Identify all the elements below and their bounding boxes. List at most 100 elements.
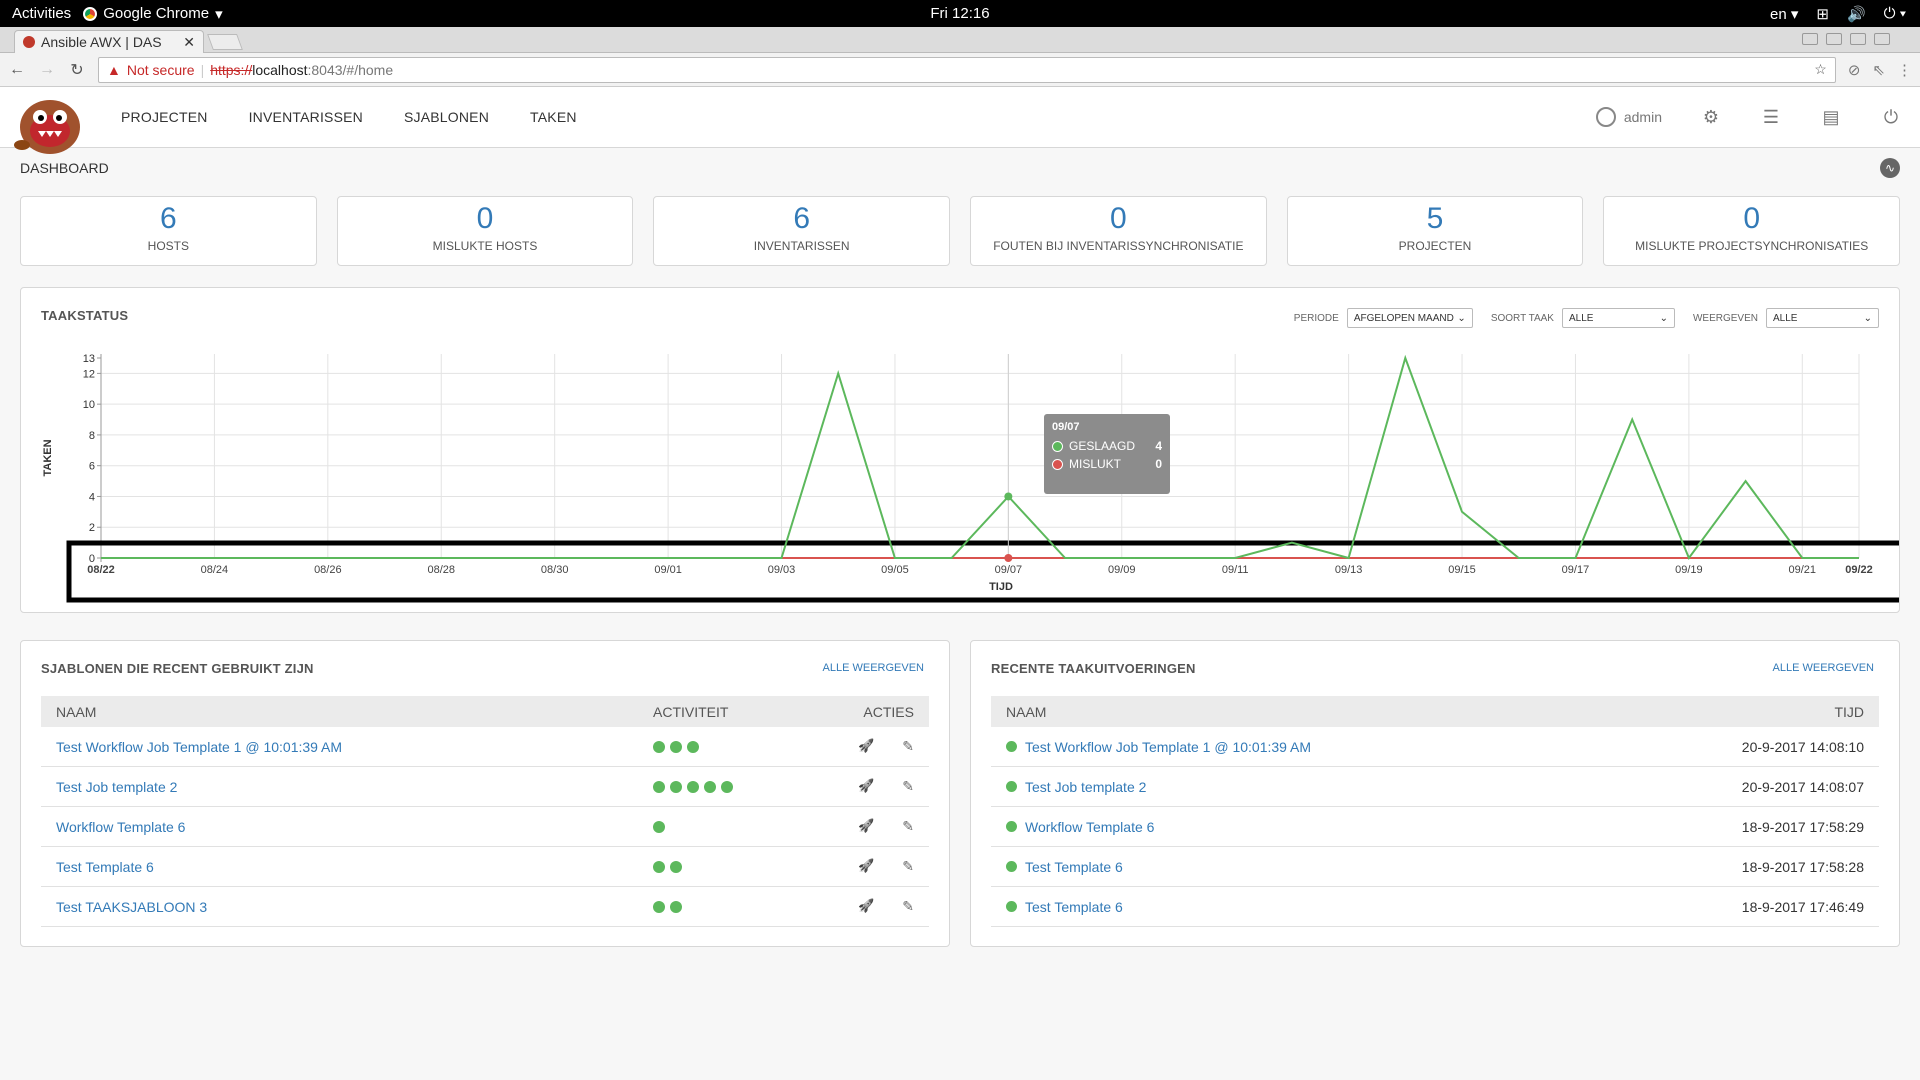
volume-icon[interactable]: 🔊 <box>1846 5 1866 23</box>
activity-stream-icon[interactable]: ∿ <box>1880 158 1900 178</box>
template-name-link[interactable]: Test Template 6 <box>56 858 154 875</box>
recent-templates-title: SJABLONEN DIE RECENT GEBRUIKT ZIJN <box>41 661 314 676</box>
job-success-dot[interactable] <box>670 900 682 913</box>
job-success-dot[interactable] <box>687 780 699 793</box>
awx-logo[interactable] <box>6 87 94 157</box>
count-label: FOUTEN BIJ INVENTARISSYNCHRONISATIE <box>993 239 1244 253</box>
forward-icon[interactable]: → <box>39 60 55 78</box>
edit-pencil-icon[interactable]: ✎ <box>902 778 914 794</box>
job-type-filter: SOORT TAAK ALLE ⌄ <box>1491 308 1675 328</box>
template-name-link[interactable]: Test TAAKSJABLOON 3 <box>56 898 208 915</box>
row-actions: 🚀 ✎ <box>858 818 914 835</box>
nav-sjablonen[interactable]: SJABLONEN <box>403 109 490 125</box>
extension-icon[interactable]: ⊘ <box>1847 61 1861 79</box>
bookmark-star-icon[interactable]: ☆ <box>1814 61 1827 77</box>
power-menu-icon[interactable]: ⏻ ▾ <box>1883 5 1906 22</box>
breadcrumb: DASHBOARD ∿ <box>0 148 1920 188</box>
launch-rocket-icon[interactable]: 🚀 <box>858 818 875 833</box>
cursor-extension-icon[interactable]: ⇖ <box>1872 61 1885 79</box>
job-success-dot[interactable] <box>653 860 665 873</box>
user-menu[interactable]: admin <box>1595 107 1662 127</box>
template-name-link[interactable]: Test Workflow Job Template 1 @ 10:01:39 … <box>56 738 343 755</box>
chrome-menu-icon[interactable]: ⋮ <box>1897 61 1912 79</box>
edit-pencil-icon[interactable]: ✎ <box>902 818 914 834</box>
job-success-dot[interactable] <box>653 740 665 753</box>
job-success-dot[interactable] <box>670 740 682 753</box>
url-path: :8043/#/home <box>307 61 394 78</box>
edit-pencil-icon[interactable]: ✎ <box>902 738 914 754</box>
job-success-dot[interactable] <box>670 860 682 873</box>
browser-tab[interactable]: Ansible AWX | DAS ✕ <box>14 30 204 53</box>
language-indicator[interactable]: en ▾ <box>1770 5 1799 23</box>
table-header: NAAM ACTIVITEIT ACTIES <box>41 696 929 727</box>
job-success-dot[interactable] <box>721 780 733 793</box>
launch-rocket-icon[interactable]: 🚀 <box>858 858 875 873</box>
launch-rocket-icon[interactable]: 🚀 <box>858 778 875 793</box>
x-tick-label: 09/13 <box>1335 564 1363 576</box>
job-success-dot[interactable] <box>653 900 665 913</box>
browser-toolbar: ← → ↻ ▲ Not secure | https://localhost:8… <box>0 53 1920 87</box>
count-projects[interactable]: 5 PROJECTEN <box>1286 196 1584 266</box>
job-name-link[interactable]: Test Job template 2 <box>1025 778 1147 795</box>
job-success-dot[interactable] <box>687 740 699 753</box>
logout-power-icon[interactable]: ⏻ <box>1883 107 1899 127</box>
jobs-view-all-link[interactable]: ALLE WEERGEVEN <box>1772 662 1874 674</box>
x-tick-label: 08/28 <box>427 564 455 576</box>
awx-header: PROJECTEN INVENTARISSEN SJABLONEN TAKEN … <box>0 87 1920 154</box>
job-name-link[interactable]: Test Template 6 <box>1025 858 1123 875</box>
job-status-chart[interactable]: 0 2 4 6 8 10 12 13 08/22 08/24 08/26 08/28 08/30 09/0… <box>21 288 1899 612</box>
count-inventories[interactable]: 6 INVENTARISSEN <box>653 196 951 266</box>
job-name-cell: Test Workflow Job Template 1 @ 10:01:39 … <box>1006 739 1311 755</box>
window-controls <box>1802 33 1890 45</box>
job-success-dot[interactable] <box>653 820 665 833</box>
server-icon[interactable]: ☰ <box>1762 107 1780 127</box>
templates-view-all-link[interactable]: ALLE WEERGEVEN <box>822 662 924 674</box>
period-select[interactable]: AFGELOPEN MAAND ⌄ <box>1346 308 1473 328</box>
job-type-select[interactable]: ALLE ⌄ <box>1561 308 1675 328</box>
launch-rocket-icon[interactable]: 🚀 <box>858 898 875 913</box>
row-actions: 🚀 ✎ <box>858 898 914 915</box>
nav-inventarissen[interactable]: INVENTARISSEN <box>248 109 363 125</box>
settings-gear-icon[interactable]: ⚙ <box>1702 107 1720 127</box>
view-select[interactable]: ALLE ⌄ <box>1766 308 1879 328</box>
job-success-dot[interactable] <box>670 780 682 793</box>
count-inventory-sync-failures[interactable]: 0 FOUTEN BIJ INVENTARISSYNCHRONISATIE <box>970 196 1267 266</box>
network-icon[interactable]: ⊞ <box>1816 5 1829 23</box>
job-name-link[interactable]: Workflow Template 6 <box>1025 818 1155 835</box>
count-failed-project-syncs[interactable]: 0 MISLUKTE PROJECTSYNCHRONISATIES <box>1603 196 1901 266</box>
template-name-link[interactable]: Test Job template 2 <box>56 778 178 795</box>
table-row: Test TAAKSJABLOON 3 🚀 ✎ <box>41 887 929 927</box>
reload-icon[interactable]: ↻ <box>70 61 84 79</box>
job-name-link[interactable]: Test Workflow Job Template 1 @ 10:01:39 … <box>1025 738 1312 755</box>
close-window-icon[interactable] <box>1874 33 1890 45</box>
template-name-link[interactable]: Workflow Template 6 <box>56 818 186 835</box>
job-name-link[interactable]: Test Template 6 <box>1025 898 1123 915</box>
maximize-icon[interactable] <box>1850 33 1866 45</box>
count-value: 0 <box>476 202 494 235</box>
job-success-dot[interactable] <box>653 780 665 793</box>
back-icon[interactable]: ← <box>9 60 25 78</box>
url-scheme: https:// <box>210 61 253 78</box>
new-tab-button[interactable] <box>207 34 243 50</box>
nav-taken[interactable]: TAKEN <box>530 109 577 125</box>
not-secure-label[interactable]: Not secure <box>126 61 195 78</box>
edit-pencil-icon[interactable]: ✎ <box>902 858 914 874</box>
address-bar[interactable]: ▲ Not secure | https://localhost:8043/#/… <box>98 56 1836 83</box>
count-failed-hosts[interactable]: 0 MISLUKTE HOSTS <box>336 196 634 266</box>
app-menu[interactable]: Google Chrome ▾ <box>83 5 223 23</box>
minimize-icon[interactable] <box>1826 33 1842 45</box>
count-value: 0 <box>1743 202 1761 235</box>
nav-projecten[interactable]: PROJECTEN <box>121 109 208 125</box>
status-success-icon <box>1006 781 1017 792</box>
url-host: localhost <box>252 61 308 78</box>
job-success-dot[interactable] <box>704 780 716 793</box>
edit-pencil-icon[interactable]: ✎ <box>902 898 914 914</box>
clock[interactable]: Fri 12:16 <box>930 5 990 22</box>
launch-rocket-icon[interactable]: 🚀 <box>858 738 875 753</box>
profile-icon[interactable] <box>1802 33 1818 45</box>
job-type-label: SOORT TAAK <box>1490 312 1554 324</box>
count-hosts[interactable]: 6 HOSTS <box>20 196 317 266</box>
documentation-book-icon[interactable]: ▤ <box>1822 107 1840 127</box>
activities-button[interactable]: Activities <box>12 5 72 22</box>
close-tab-icon[interactable]: ✕ <box>183 33 195 50</box>
